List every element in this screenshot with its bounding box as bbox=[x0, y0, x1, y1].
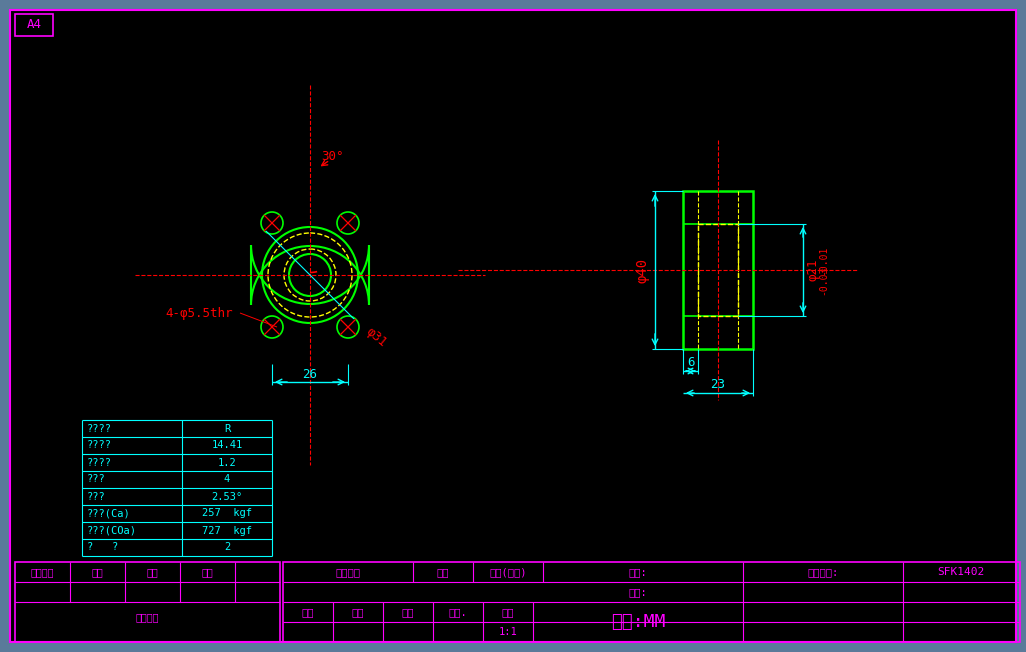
Text: 客户名称: 客户名称 bbox=[336, 567, 360, 577]
Text: 视角.: 视角. bbox=[448, 607, 468, 617]
Text: 23: 23 bbox=[710, 379, 725, 391]
Text: ????: ???? bbox=[87, 424, 112, 434]
Text: 14.41: 14.41 bbox=[211, 441, 242, 451]
Text: 4-φ5.5thr: 4-φ5.5thr bbox=[165, 306, 233, 319]
Text: ????: ???? bbox=[87, 441, 112, 451]
Text: 设计: 设计 bbox=[352, 607, 364, 617]
Text: 日期: 日期 bbox=[146, 567, 158, 577]
Text: A4: A4 bbox=[27, 18, 41, 31]
Text: φ40: φ40 bbox=[636, 258, 650, 282]
Text: 6: 6 bbox=[686, 357, 695, 370]
Bar bbox=[698, 224, 738, 316]
Text: 30°: 30° bbox=[321, 151, 344, 164]
Text: ?   ?: ? ? bbox=[87, 542, 118, 552]
Text: 型号:: 型号: bbox=[629, 567, 647, 577]
Text: 2: 2 bbox=[224, 542, 230, 552]
Text: 日期: 日期 bbox=[437, 567, 449, 577]
Text: R: R bbox=[224, 424, 230, 434]
Text: φ21: φ21 bbox=[806, 259, 820, 281]
Text: 1.2: 1.2 bbox=[218, 458, 236, 467]
Text: 签名: 签名 bbox=[201, 567, 212, 577]
Bar bbox=[683, 191, 753, 349]
Text: 更改标记: 更改标记 bbox=[30, 567, 53, 577]
Text: ???: ??? bbox=[87, 475, 106, 484]
Text: 4: 4 bbox=[224, 475, 230, 484]
Bar bbox=[15, 14, 53, 36]
Text: SFK1402: SFK1402 bbox=[938, 567, 985, 577]
Text: 单位:MM: 单位:MM bbox=[610, 613, 665, 631]
Text: 处数: 处数 bbox=[91, 567, 103, 577]
Text: 绘图: 绘图 bbox=[302, 607, 314, 617]
Text: 1:1: 1:1 bbox=[499, 627, 517, 637]
Text: 审核: 审核 bbox=[402, 607, 415, 617]
Text: 727  kgf: 727 kgf bbox=[202, 526, 252, 535]
Bar bbox=[283, 562, 1020, 642]
Text: ???: ??? bbox=[87, 492, 106, 501]
Text: ???(Ca): ???(Ca) bbox=[87, 509, 130, 518]
Text: 2.53°: 2.53° bbox=[211, 492, 242, 501]
Text: 257  kgf: 257 kgf bbox=[202, 509, 252, 518]
Text: -0.03: -0.03 bbox=[818, 265, 828, 295]
Text: 26: 26 bbox=[303, 368, 317, 381]
Text: 数量(单台): 数量(单台) bbox=[489, 567, 526, 577]
Bar bbox=[15, 562, 280, 642]
Text: 客户确认: 客户确认 bbox=[135, 612, 159, 622]
Text: 比例: 比例 bbox=[502, 607, 514, 617]
Text: 材料:: 材料: bbox=[629, 587, 647, 597]
Text: φ31: φ31 bbox=[363, 325, 389, 349]
Text: 客档图号:: 客档图号: bbox=[807, 567, 838, 577]
Text: ???(COa): ???(COa) bbox=[87, 526, 137, 535]
Text: -0.01: -0.01 bbox=[818, 245, 828, 274]
Text: ????: ???? bbox=[87, 458, 112, 467]
